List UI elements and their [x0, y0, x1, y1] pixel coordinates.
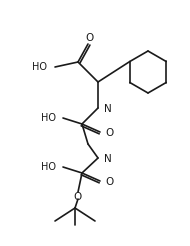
Text: O: O	[105, 177, 113, 187]
Text: HO: HO	[32, 62, 47, 72]
Text: O: O	[85, 33, 93, 43]
Text: HO: HO	[41, 162, 56, 172]
Text: N: N	[104, 104, 112, 114]
Text: O: O	[105, 128, 113, 138]
Text: O: O	[73, 192, 81, 202]
Text: N: N	[104, 154, 112, 164]
Text: HO: HO	[41, 113, 56, 123]
